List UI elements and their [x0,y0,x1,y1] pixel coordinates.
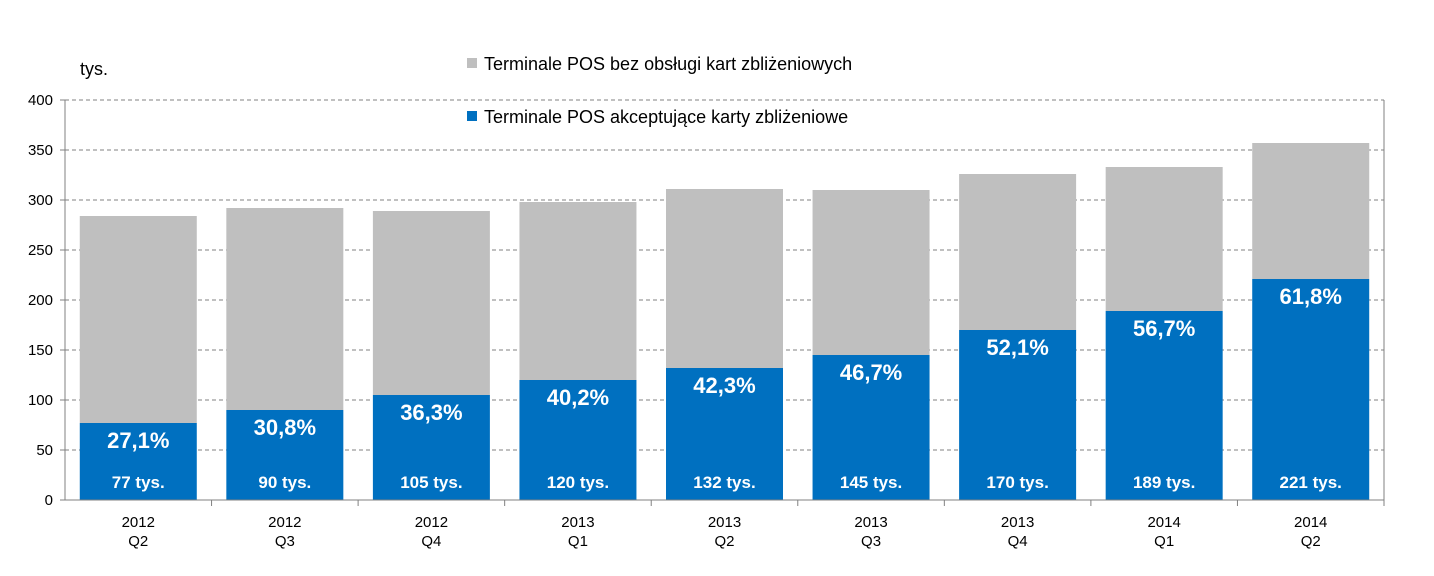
share-label: 27,1% [107,428,169,453]
share-label: 36,3% [400,400,462,425]
bar-contactless [959,330,1077,500]
value-label: 221 tys. [1280,473,1342,492]
bar-non-contactless [812,190,930,355]
bar-contactless [372,395,490,500]
bar-non-contactless [1105,167,1223,311]
bar-non-contactless [666,189,783,368]
legend: Terminale POS bez obsługi kart zbliżenio… [467,54,852,127]
x-tick-label-year: 2012 [268,514,301,531]
x-tick-label-quarter: Q2 [1301,533,1321,550]
x-tick-label-quarter: Q1 [1154,533,1174,550]
x-tick-label-quarter: Q1 [568,533,588,550]
data-labels: 27,1% 77 tys. 30,8% 90 tys. 36,3% 105 tys. 40,… [107,284,1342,492]
y-tick-label: 300 [28,192,53,209]
value-label: 120 tys. [547,473,609,492]
value-label: 189 tys. [1133,473,1195,492]
bar-contactless [1252,279,1370,500]
bar-contactless [226,410,344,500]
legend-label-contactless: Terminale POS akceptujące karty zbliżeni… [484,107,848,127]
share-label: 30,8% [254,415,316,440]
bar-non-contactless [959,174,1077,330]
value-label: 77 tys. [112,473,165,492]
bar-non-contactless [226,208,344,410]
x-tick-label-year: 2013 [854,514,887,531]
axes [60,99,1385,506]
y-tick-label: 0 [45,492,53,509]
y-tick-label: 200 [28,292,53,309]
x-tick-label-quarter: Q2 [128,533,148,550]
y-tick-label: 400 [28,92,53,109]
share-label: 46,7% [840,360,902,385]
bar-non-contactless [79,216,197,423]
share-label: 52,1% [986,335,1048,360]
y-tick-label: 50 [36,442,53,459]
x-tick-label-year: 2014 [1147,514,1180,531]
x-tick-label-year: 2012 [415,514,448,531]
y-tick-label: 250 [28,242,53,259]
bar-non-contactless [519,202,637,380]
legend-label-non-contactless: Terminale POS bez obsługi kart zbliżenio… [484,54,852,74]
value-label: 132 tys. [693,473,755,492]
x-tick-label-year: 2013 [708,514,741,531]
share-label: 56,7% [1133,316,1195,341]
share-label: 40,2% [547,385,609,410]
value-label: 90 tys. [258,473,311,492]
bar-non-contactless [1252,143,1370,279]
x-tick-label-year: 2013 [561,514,594,531]
x-tick-label-year: 2012 [122,514,155,531]
x-tick-label-quarter: Q2 [714,533,734,550]
y-unit-label: tys. [80,59,108,79]
x-tick-label-year: 2013 [1001,514,1034,531]
x-tick-label-quarter: Q3 [861,533,881,550]
bar-contactless [666,368,783,500]
bar-contactless [79,423,197,500]
bar-non-contactless [372,211,490,395]
bars [79,143,1370,500]
x-tick-label-quarter: Q4 [1008,533,1028,550]
y-tick-label: 350 [28,142,53,159]
value-label: 145 tys. [840,473,902,492]
value-label: 170 tys. [986,473,1048,492]
y-tick-labels: 0 50 100 150 200 250 300 350 400 [28,92,53,509]
x-tick-label-year: 2014 [1294,514,1327,531]
bar-contactless [812,355,930,500]
y-tick-label: 150 [28,342,53,359]
share-label: 42,3% [693,373,755,398]
value-label: 105 tys. [400,473,462,492]
legend-swatch-non-contactless [467,58,477,68]
y-tick-label: 100 [28,392,53,409]
bar-contactless [519,380,637,500]
x-tick-label-quarter: Q4 [421,533,441,550]
x-tick-label-quarter: Q3 [275,533,295,550]
legend-swatch-contactless [467,111,477,121]
bar-contactless [1105,311,1223,500]
x-tick-labels: 2012 Q2 2012 Q3 2012 Q4 2013 Q1 2013 Q2 2013 Q3 2013… [122,514,1328,550]
share-label: 61,8% [1280,284,1342,309]
